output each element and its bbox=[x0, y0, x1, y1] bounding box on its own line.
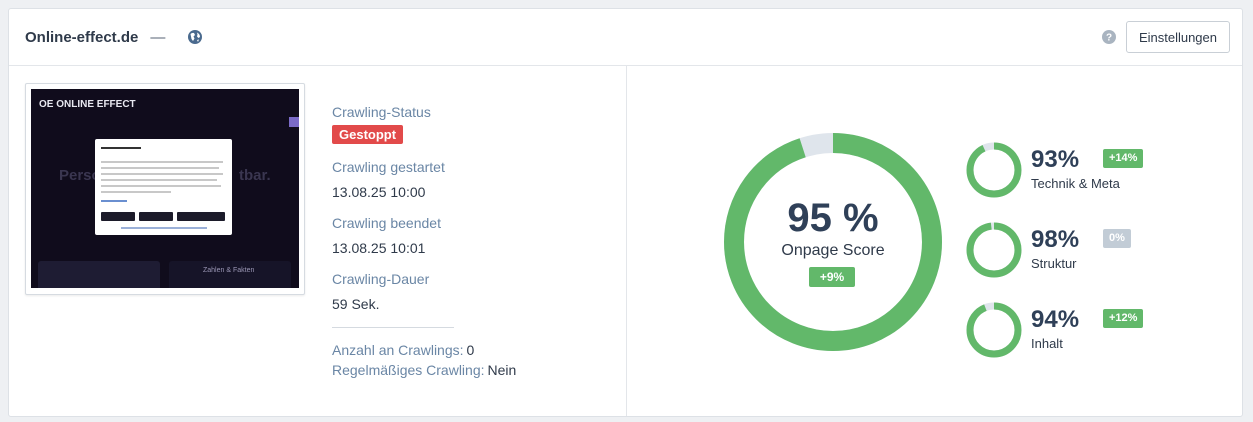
crawl-overview-card: Online-effect.de — ? Einstellungen OE ON… bbox=[8, 8, 1243, 417]
crawl-duration-value: 59 Sek. bbox=[332, 296, 380, 312]
onpage-score-arc bbox=[724, 133, 942, 351]
crawl-ended-value: 13.08.25 10:01 bbox=[332, 240, 426, 256]
subscore-ring bbox=[966, 222, 1022, 278]
crawl-status-block: Crawling-Status Gestoppt bbox=[332, 104, 592, 144]
onpage-score-change-badge: +9% bbox=[809, 267, 855, 287]
subscore-change-badge: 0% bbox=[1103, 229, 1131, 248]
subscore-name: Technik & Meta bbox=[1031, 176, 1120, 191]
onpage-score-value: 95 % bbox=[787, 196, 879, 240]
thumbnail-widget bbox=[289, 117, 299, 127]
card-header: Online-effect.de — ? Einstellungen bbox=[9, 9, 1242, 66]
crawl-started-value: 13.08.25 10:00 bbox=[332, 184, 426, 200]
subscore-technik-meta: 93% +14% Technik & Meta bbox=[964, 140, 1224, 200]
crawl-duration-label: Crawling-Dauer bbox=[332, 271, 430, 287]
crawl-started-block: Crawling gestartet 13.08.25 10:00 bbox=[332, 159, 592, 200]
subscore-ring bbox=[966, 142, 1022, 198]
subscore-arc bbox=[966, 222, 1022, 278]
thumbnail-hero-right: tbar. bbox=[239, 167, 271, 184]
thumbnail-panel-left bbox=[38, 261, 160, 288]
subscore-name: Inhalt bbox=[1031, 336, 1063, 351]
subscore-value: 93% bbox=[1031, 146, 1080, 173]
help-circle-icon[interactable]: ? bbox=[1101, 30, 1116, 44]
onpage-score-ring bbox=[724, 133, 942, 351]
thumbnail-panel-right: Zahlen & Fakten bbox=[169, 261, 291, 288]
card-body: OE ONLINE EFFECT Perso tbar. bbox=[9, 66, 1242, 416]
crawl-info: Crawling-Status Gestoppt Crawling gestar… bbox=[332, 104, 592, 382]
subscore-ring bbox=[966, 302, 1022, 358]
subscore-value: 98% bbox=[1031, 226, 1080, 253]
subscore-value: 94% bbox=[1031, 306, 1080, 333]
globe-icon[interactable] bbox=[187, 29, 203, 45]
crawl-ended-label: Crawling beendet bbox=[332, 215, 441, 231]
crawl-ended-block: Crawling beendet 13.08.25 10:01 bbox=[332, 215, 592, 256]
website-screenshot: OE ONLINE EFFECT Perso tbar. bbox=[31, 89, 299, 288]
subscore-arc bbox=[966, 302, 1022, 358]
subscore-arc bbox=[966, 142, 1022, 198]
thumbnail-logo: OE ONLINE EFFECT bbox=[39, 99, 136, 110]
info-divider bbox=[332, 327, 454, 328]
onpage-score-label: Onpage Score bbox=[781, 242, 885, 259]
subscore-struktur: 98% 0% Struktur bbox=[964, 220, 1224, 280]
site-title: Online-effect.de bbox=[25, 28, 139, 46]
title-separator: — bbox=[150, 28, 166, 46]
thumbnail-hero-left: Perso bbox=[59, 167, 101, 184]
subscore-change-badge: +12% bbox=[1103, 309, 1144, 328]
regular-crawl-value: Nein bbox=[487, 362, 517, 378]
thumbnail-cookie-dialog bbox=[95, 139, 232, 235]
subscore-inhalt: 94% +12% Inhalt bbox=[964, 300, 1224, 360]
crawl-count-value: 0 bbox=[466, 342, 475, 358]
crawl-count-row: Anzahl an Crawlings: 0 bbox=[332, 342, 592, 358]
settings-button[interactable]: Einstellungen bbox=[1125, 21, 1230, 53]
regular-crawl-label: Regelmäßiges Crawling: bbox=[332, 362, 485, 378]
subscore-name: Struktur bbox=[1031, 256, 1077, 271]
crawl-count-label: Anzahl an Crawlings: bbox=[332, 342, 464, 358]
svg-text:?: ? bbox=[1106, 33, 1112, 44]
crawl-duration-block: Crawling-Dauer 59 Sek. bbox=[332, 271, 592, 312]
crawl-status-badge: Gestoppt bbox=[332, 125, 404, 144]
vertical-divider bbox=[626, 66, 627, 416]
subscore-change-badge: +14% bbox=[1103, 149, 1144, 168]
website-screenshot-thumbnail[interactable]: OE ONLINE EFFECT Perso tbar. bbox=[25, 83, 305, 295]
crawl-started-label: Crawling gestartet bbox=[332, 159, 445, 175]
crawl-status-label: Crawling-Status bbox=[332, 104, 431, 120]
onpage-score: 95 % Onpage Score +9% bbox=[723, 132, 943, 352]
regular-crawl-row: Regelmäßiges Crawling: Nein bbox=[332, 362, 592, 378]
